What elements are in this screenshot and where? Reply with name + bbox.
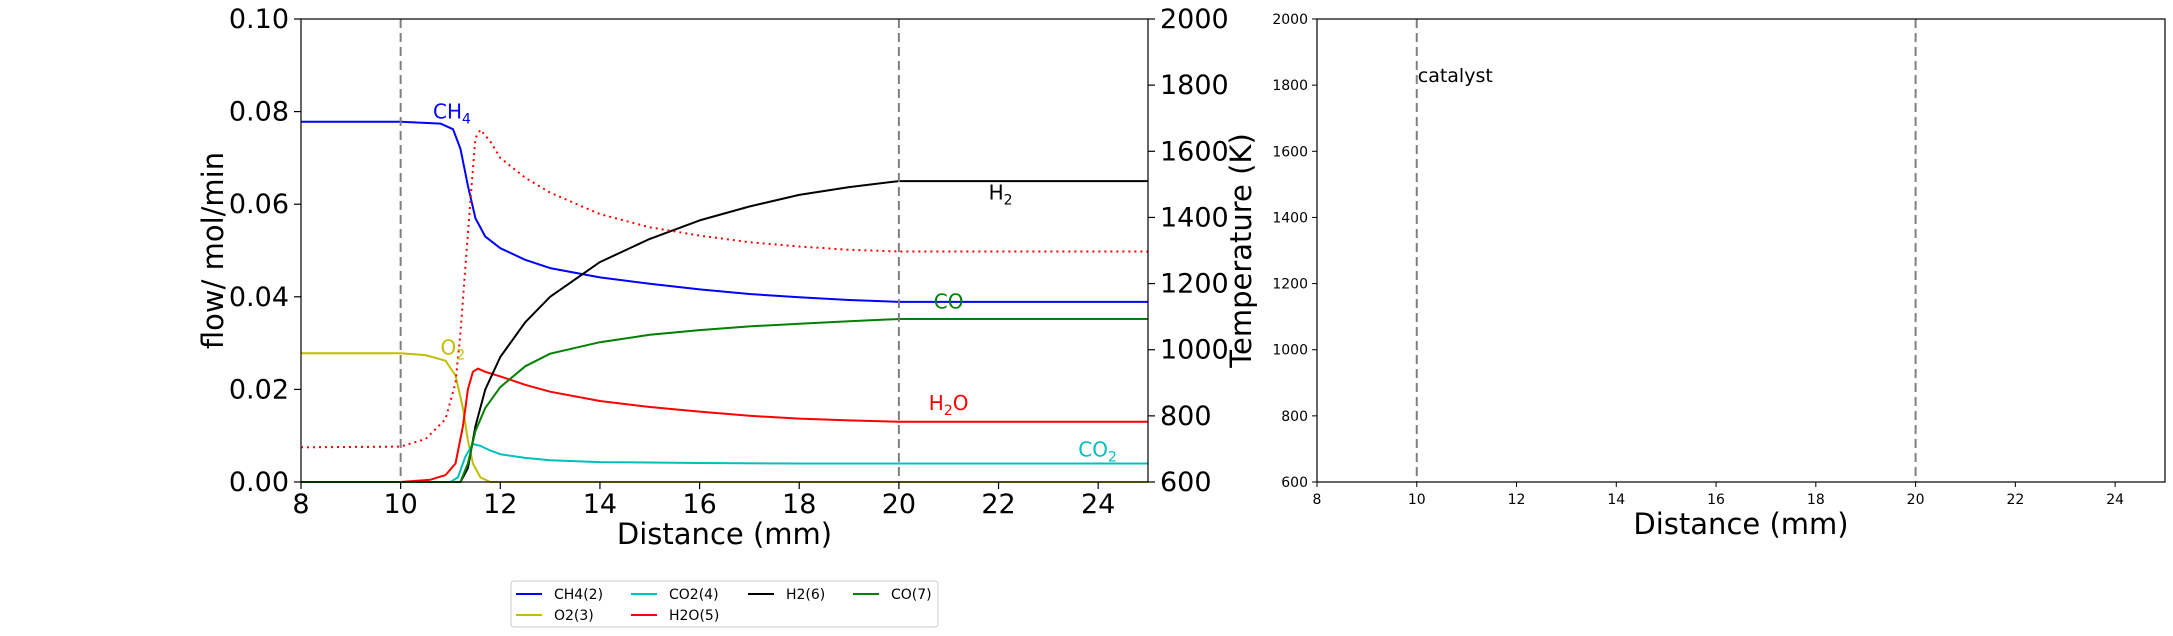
species-annotation: CH4: [433, 100, 471, 128]
x-tick-label: 12: [483, 489, 517, 520]
series-o23-line: [301, 352, 1148, 483]
x-tick-label: 18: [782, 489, 816, 520]
y2-tick-label: 1400: [1160, 202, 1229, 233]
y2-axis-label: Temperature (K): [1224, 133, 1258, 369]
legend-label: H2O(5): [669, 608, 719, 624]
legend: CH4(2) O2(3) CO2(4) H2O(5) H2(6) CO(7): [510, 580, 939, 628]
species-annotation: H2O: [929, 391, 969, 419]
legend-label: O2(3): [554, 608, 594, 624]
legend-label: CO2(4): [669, 587, 719, 603]
y-tick-label: 0.08: [229, 97, 289, 128]
x-tick-label: 10: [383, 489, 417, 520]
y2-tick-label: 600: [1160, 467, 1212, 498]
y-tick-label: 0.06: [229, 189, 289, 220]
x-tick-label: 14: [583, 489, 617, 520]
species-annotation: CO: [934, 289, 964, 313]
series-co24-line: [301, 443, 1148, 483]
y-tick-label: 1400: [1272, 210, 1308, 226]
y2-tick-label: 1800: [1160, 70, 1229, 101]
species-annotation: CO2: [1078, 438, 1117, 466]
x-tick-label: 22: [2006, 492, 2024, 508]
x-tick-label: 14: [1607, 492, 1625, 508]
y-tick-label: 2000: [1272, 12, 1308, 28]
y2-tick-label: 1200: [1160, 269, 1229, 300]
plot-frame: [300, 18, 1149, 483]
y-tick-label: 0.02: [229, 374, 289, 405]
y2-tick-label: 800: [1160, 401, 1212, 432]
legend-label: H2(6): [786, 587, 825, 603]
x-tick-label: 24: [2106, 492, 2124, 508]
catalyst-annotation: catalyst: [1418, 65, 1493, 87]
series-ch42-line: [301, 120, 1148, 303]
y-tick-label: 1200: [1272, 277, 1308, 293]
x-tick-label: 8: [292, 489, 309, 520]
y2-tick-label: 2000: [1160, 4, 1229, 35]
series-h26-line: [301, 180, 1148, 483]
x-tick-label: 20: [1907, 492, 1925, 508]
y-tick-label: 0.04: [229, 282, 289, 313]
series-co7-line: [301, 318, 1148, 483]
x-tick-label: 8: [1313, 492, 1322, 508]
series-h2o5-line: [301, 367, 1148, 483]
main-flow-plot: 8 10 12 14 16 18 20 22 24 0.00 0.02 0.04 0.06 0.08 0.1…: [196, 4, 1258, 551]
temperature-line: [300, 128, 1148, 449]
x-tick-label: 10: [1408, 492, 1426, 508]
y2-tick-label: 1600: [1160, 136, 1229, 167]
y-tick-label: 600: [1281, 475, 1308, 491]
y-axis-label: flow/ mol/min: [196, 152, 230, 349]
species-annotation: O2: [441, 336, 466, 364]
plot-frame: [1316, 18, 2166, 483]
species-annotation: H2: [989, 181, 1013, 209]
y2-tick-label: 1000: [1160, 335, 1229, 366]
temperature-plot: 8 10 12 14 16 18 20 22 24 600 800 1000 1200 1400 1600 1…: [1272, 12, 2166, 541]
x-axis-label: Distance (mm): [617, 517, 832, 551]
y-tick-label: 1600: [1272, 144, 1308, 160]
x-tick-label: 18: [1807, 492, 1825, 508]
x-tick-label: 16: [682, 489, 716, 520]
y-tick-label: 1000: [1272, 343, 1308, 359]
x-axis-label: Distance (mm): [1633, 507, 1848, 541]
y-tick-label: 1800: [1272, 78, 1308, 94]
x-tick-label: 22: [981, 489, 1015, 520]
legend-box: [510, 580, 939, 628]
x-tick-label: 24: [1081, 489, 1115, 520]
y-tick-label: 0.00: [229, 467, 289, 498]
x-tick-label: 16: [1707, 492, 1725, 508]
x-tick-label: 12: [1508, 492, 1526, 508]
legend-label: CH4(2): [554, 587, 603, 603]
x-tick-label: 20: [882, 489, 916, 520]
legend-label: CO(7): [891, 587, 932, 603]
y-tick-label: 0.10: [229, 4, 289, 35]
y-tick-label: 800: [1281, 409, 1308, 425]
